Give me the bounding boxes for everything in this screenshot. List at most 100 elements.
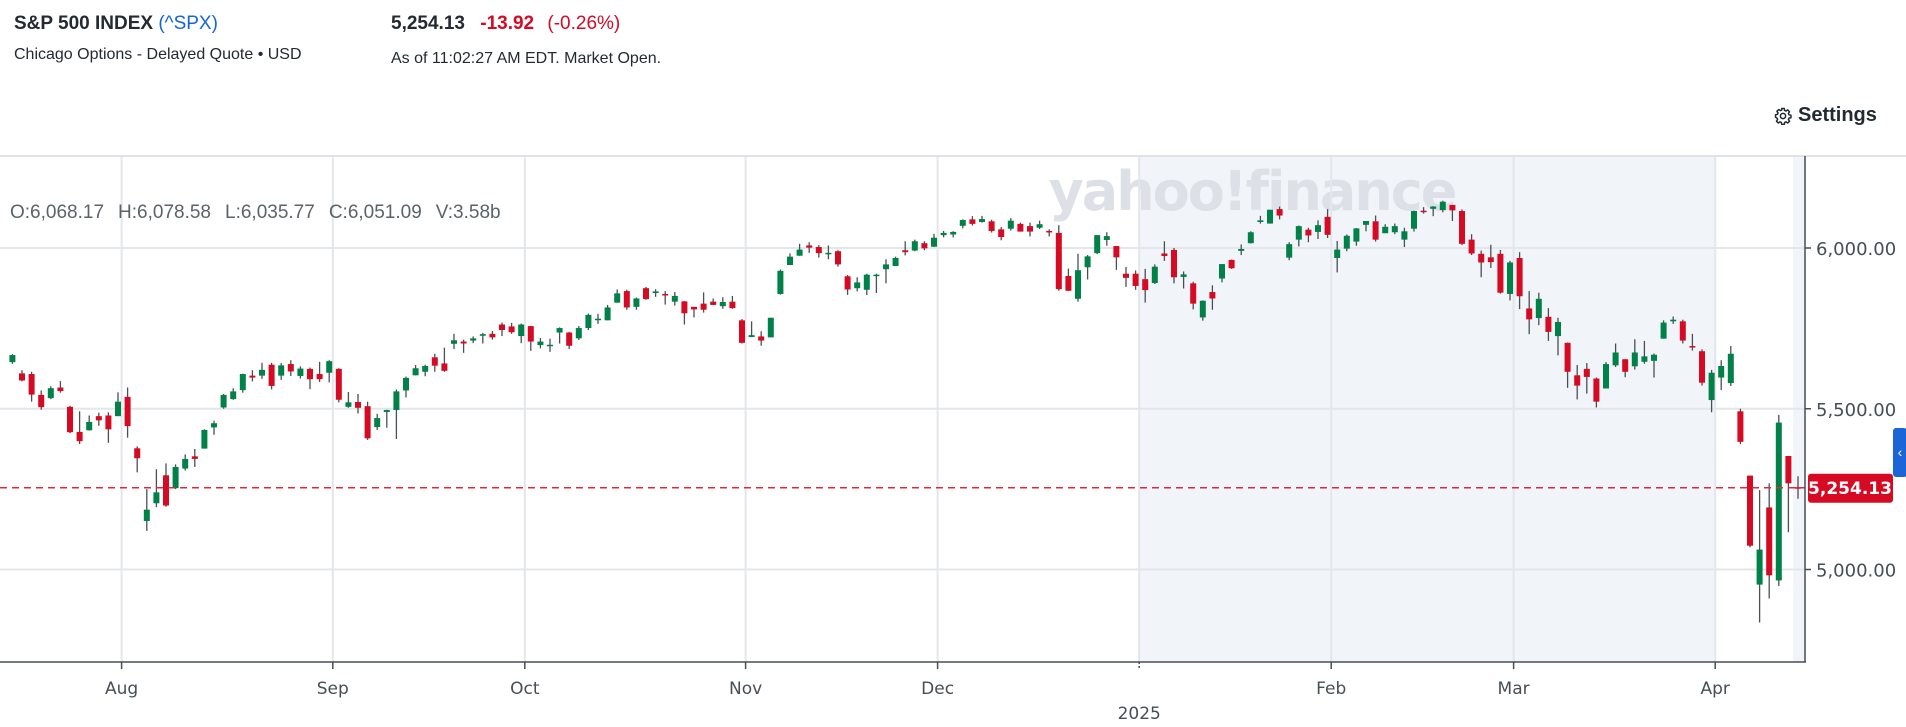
candles bbox=[9, 200, 1801, 623]
candle-body bbox=[191, 456, 198, 459]
candle bbox=[1641, 340, 1648, 364]
candle-body bbox=[38, 394, 45, 408]
candle bbox=[9, 354, 16, 364]
expand-panel-button[interactable]: ‹ bbox=[1893, 428, 1906, 477]
candle bbox=[470, 336, 477, 344]
candle-body bbox=[1113, 246, 1120, 258]
candle bbox=[412, 365, 419, 376]
candle bbox=[863, 273, 870, 295]
candle-body bbox=[19, 373, 25, 381]
candle bbox=[172, 464, 179, 490]
candle-body bbox=[748, 335, 755, 338]
candle-body bbox=[1295, 226, 1302, 240]
candle-body bbox=[1545, 316, 1552, 332]
candle-body bbox=[1679, 321, 1686, 341]
candle bbox=[873, 273, 880, 294]
candle-body bbox=[911, 241, 918, 251]
candle bbox=[355, 393, 361, 414]
candle-body bbox=[1747, 475, 1753, 546]
last-price-tag: 5,254.13 bbox=[1808, 473, 1893, 503]
candle-body bbox=[652, 291, 659, 294]
candle bbox=[604, 304, 611, 321]
candle-body bbox=[239, 374, 246, 391]
candle-body bbox=[1324, 216, 1331, 235]
candle bbox=[959, 219, 966, 229]
candle-body bbox=[767, 317, 774, 338]
candle-body bbox=[1315, 225, 1321, 232]
candle bbox=[374, 413, 381, 430]
candle-body bbox=[1459, 211, 1465, 244]
candle-body bbox=[1468, 239, 1475, 254]
candle-body bbox=[662, 293, 669, 296]
candle bbox=[1334, 240, 1341, 273]
candle bbox=[211, 420, 217, 435]
candle bbox=[86, 415, 93, 431]
candle-body bbox=[1574, 375, 1581, 386]
candle-body bbox=[115, 401, 121, 417]
candle-body bbox=[575, 328, 582, 339]
x-tick-label: Mar bbox=[1498, 679, 1530, 699]
candle-body bbox=[134, 448, 141, 459]
candle-body bbox=[710, 301, 717, 305]
candle bbox=[998, 227, 1005, 241]
candle bbox=[1391, 223, 1398, 235]
candle-body bbox=[57, 387, 64, 392]
candle-body bbox=[374, 418, 381, 428]
candle-body bbox=[518, 324, 525, 337]
candle-body bbox=[1727, 353, 1734, 384]
candle-body bbox=[1689, 346, 1696, 348]
candle bbox=[643, 286, 649, 300]
candle-body bbox=[566, 332, 573, 346]
candle-body bbox=[1209, 292, 1216, 299]
x-tick-label: Aug bbox=[105, 679, 138, 699]
candle bbox=[595, 313, 601, 324]
candle-body bbox=[979, 219, 985, 222]
settings-button[interactable]: Settings bbox=[1774, 104, 1877, 127]
candle-body bbox=[998, 229, 1005, 238]
candle bbox=[537, 338, 544, 349]
candle-body bbox=[892, 257, 899, 267]
candle bbox=[307, 367, 313, 390]
ohlc-readout: O:6,068.17 H:6,078.58 L:6,035.77 C:6,051.09… bbox=[10, 202, 515, 224]
candle bbox=[1612, 343, 1619, 367]
candle bbox=[1190, 281, 1197, 310]
candle bbox=[364, 401, 371, 440]
candle-body bbox=[1334, 249, 1341, 258]
candle bbox=[47, 386, 54, 400]
candle bbox=[1209, 285, 1216, 310]
candle-body bbox=[1478, 253, 1485, 263]
candle-body bbox=[67, 406, 73, 433]
candle-body bbox=[86, 421, 93, 431]
candle-body bbox=[47, 388, 54, 399]
candle bbox=[1507, 260, 1513, 301]
exchange-subtitle: Chicago Options - Delayed Quote • USD bbox=[14, 46, 302, 63]
candle bbox=[854, 277, 861, 292]
candle bbox=[1123, 266, 1129, 287]
ticker-symbol-link[interactable]: (^SPX) bbox=[158, 13, 218, 34]
candle-body bbox=[335, 368, 342, 400]
readout-close: C:6,051.09 bbox=[328, 202, 422, 223]
candle-body bbox=[1017, 223, 1024, 232]
candle bbox=[1478, 250, 1485, 278]
candle bbox=[191, 448, 198, 467]
candle bbox=[815, 245, 822, 258]
candle bbox=[652, 289, 659, 297]
candle-body bbox=[547, 344, 553, 347]
candle bbox=[1747, 475, 1753, 548]
candle bbox=[230, 388, 237, 400]
candle bbox=[499, 322, 505, 337]
candle bbox=[1382, 224, 1389, 234]
candle bbox=[758, 331, 765, 346]
candle-body bbox=[1487, 257, 1494, 263]
candle-body bbox=[508, 326, 515, 333]
candle bbox=[1315, 220, 1321, 239]
candle-body bbox=[1065, 275, 1072, 291]
candle bbox=[393, 389, 400, 439]
candle bbox=[1679, 319, 1686, 344]
candle-body bbox=[1785, 456, 1792, 484]
candle bbox=[1401, 227, 1408, 248]
last-price-label: 5,254.13 bbox=[1808, 479, 1892, 499]
candle-body bbox=[1123, 273, 1129, 278]
candle bbox=[508, 322, 515, 334]
